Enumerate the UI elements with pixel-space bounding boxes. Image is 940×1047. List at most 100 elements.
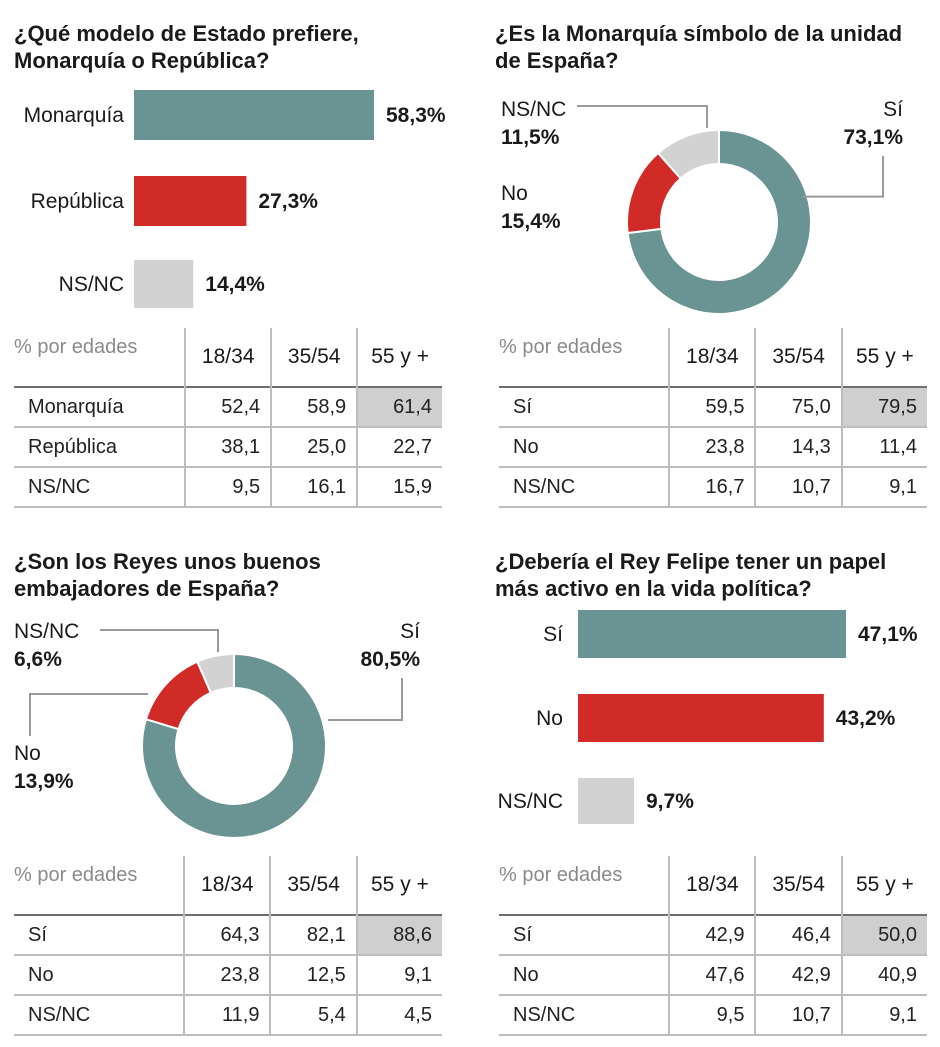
slice-value-label: 80,5% xyxy=(360,648,420,671)
cell: 46,4 xyxy=(754,915,842,955)
row-label: No xyxy=(28,963,54,986)
col-18-34: 18/34 xyxy=(668,328,756,387)
cell: 9,5 xyxy=(668,995,756,1035)
bar-value-label: 27,3% xyxy=(258,190,318,213)
age-table: % por edades 18/34 35/54 55 y + Sí 64,3 … xyxy=(14,856,442,1036)
cell: 42,9 xyxy=(668,915,756,955)
col-18-34: 18/34 xyxy=(183,856,271,915)
table-row: Sí 64,3 82,1 88,6 xyxy=(14,915,442,955)
bar-value-label: 43,2% xyxy=(836,707,896,730)
bar-category-label: NS/NC xyxy=(59,273,124,296)
table-age-header: % por edades xyxy=(499,864,623,886)
chart-panel-model: ¿Qué modelo de Estado prefiere, Monarquí… xyxy=(10,0,450,515)
chart-panel-active-role: ¿Debería el Rey Felipe tener un papel má… xyxy=(495,528,935,1043)
table-row: NS/NC 9,5 16,1 15,9 xyxy=(14,467,442,507)
donut-slice xyxy=(141,652,327,839)
chart-title: ¿Es la Monarquía símbolo de la unidad de… xyxy=(495,21,903,73)
bar-category-label: Sí xyxy=(543,623,563,646)
col-35-54: 35/54 xyxy=(754,328,842,387)
bar-value-label: 14,4% xyxy=(205,273,265,296)
chart-panel-ambassadors: ¿Son los Reyes unos buenos embajadores d… xyxy=(10,528,450,1043)
cell: 22,7 xyxy=(356,427,442,467)
cell: 9,5 xyxy=(184,467,272,507)
cell-highlight: 88,6 xyxy=(355,915,442,955)
cell: 11,4 xyxy=(840,427,927,467)
cell-highlight: 79,5 xyxy=(840,387,927,427)
donut-slice xyxy=(195,652,235,695)
cell: 11,9 xyxy=(183,995,271,1035)
slice-value-label: 73,1% xyxy=(843,126,903,149)
age-table: % por edades 18/34 35/54 55 y + Sí 59,5 … xyxy=(499,328,927,508)
bar xyxy=(134,260,194,308)
donut-slice xyxy=(626,128,812,315)
leader-line xyxy=(29,693,148,736)
cell: 38,1 xyxy=(184,427,272,467)
col-55-plus: 55 y + xyxy=(356,328,442,387)
bar-value-label: 9,7% xyxy=(646,790,694,813)
cell: 58,9 xyxy=(270,387,358,427)
cell-highlight: 50,0 xyxy=(840,915,927,955)
table-row: NS/NC 16,7 10,7 9,1 xyxy=(499,467,927,507)
table-age-header: % por edades xyxy=(14,336,138,358)
slice-value-label: 15,4% xyxy=(501,210,561,233)
table-row: NS/NC 9,5 10,7 9,1 xyxy=(499,995,927,1035)
row-label: No xyxy=(513,435,539,458)
bar-category-label: Monarquía xyxy=(24,104,125,127)
cell: 75,0 xyxy=(754,387,842,427)
cell: 82,1 xyxy=(269,915,357,955)
cell: 52,4 xyxy=(184,387,272,427)
leader-line xyxy=(802,156,884,198)
col-55-plus: 55 y + xyxy=(840,856,927,915)
cell: 25,0 xyxy=(270,427,358,467)
cell: 14,3 xyxy=(754,427,842,467)
slice-category-label: NS/NC xyxy=(501,98,566,121)
donut-chart: Sí 73,1% NS/NC 11,5% No 15,4% xyxy=(501,98,903,315)
cell-highlight: 61,4 xyxy=(356,387,442,427)
cell: 10,7 xyxy=(754,995,842,1035)
bar xyxy=(578,610,846,658)
table-row: Monarquía 52,4 58,9 61,4 xyxy=(14,387,442,427)
col-35-54: 35/54 xyxy=(270,328,358,387)
table-row: No 23,8 12,5 9,1 xyxy=(14,955,442,995)
cell: 16,7 xyxy=(668,467,756,507)
table-row: República 38,1 25,0 22,7 xyxy=(14,427,442,467)
bar-chart: Monarquía 58,3% República 27,3% NS/NC 14,4% xyxy=(24,90,446,308)
slice-category-label: No xyxy=(14,742,41,765)
table-row: Sí 59,5 75,0 79,5 xyxy=(499,387,927,427)
table-row: NS/NC 11,9 5,4 4,5 xyxy=(14,995,442,1035)
slice-category-label: Sí xyxy=(883,98,903,121)
donut-slice xyxy=(656,128,720,180)
cell: 40,9 xyxy=(840,955,927,995)
col-18-34: 18/34 xyxy=(184,328,272,387)
cell: 42,9 xyxy=(754,955,842,995)
cell: 16,1 xyxy=(270,467,358,507)
bar xyxy=(578,778,634,824)
bar-value-label: 58,3% xyxy=(386,104,446,127)
bar-category-label: NS/NC xyxy=(498,790,563,813)
row-label: Sí xyxy=(513,395,532,418)
slice-category-label: NS/NC xyxy=(14,620,79,643)
row-label: República xyxy=(28,435,117,458)
cell: 10,7 xyxy=(754,467,842,507)
table-row: No 23,8 14,3 11,4 xyxy=(499,427,927,467)
chart-panel-unity: ¿Es la Monarquía símbolo de la unidad de… xyxy=(495,0,935,515)
cell: 9,1 xyxy=(355,955,442,995)
bar-value-label: 47,1% xyxy=(858,623,918,646)
row-label: No xyxy=(513,963,539,986)
col-18-34: 18/34 xyxy=(668,856,756,915)
age-table: % por edades 18/34 35/54 55 y + Monarquí… xyxy=(14,328,442,508)
cell: 47,6 xyxy=(668,955,756,995)
table-row: Sí 42,9 46,4 50,0 xyxy=(499,915,927,955)
row-label: NS/NC xyxy=(28,1003,91,1026)
col-35-54: 35/54 xyxy=(269,856,357,915)
slice-value-label: 13,9% xyxy=(14,770,74,793)
bar xyxy=(134,90,374,140)
cell: 23,8 xyxy=(183,955,271,995)
row-label: Monarquía xyxy=(28,395,124,418)
slice-category-label: No xyxy=(501,182,528,205)
col-55-plus: 55 y + xyxy=(355,856,442,915)
row-label: NS/NC xyxy=(513,475,576,498)
row-label: NS/NC xyxy=(28,475,91,498)
table-row: No 47,6 42,9 40,9 xyxy=(499,955,927,995)
bar-category-label: No xyxy=(536,707,563,730)
